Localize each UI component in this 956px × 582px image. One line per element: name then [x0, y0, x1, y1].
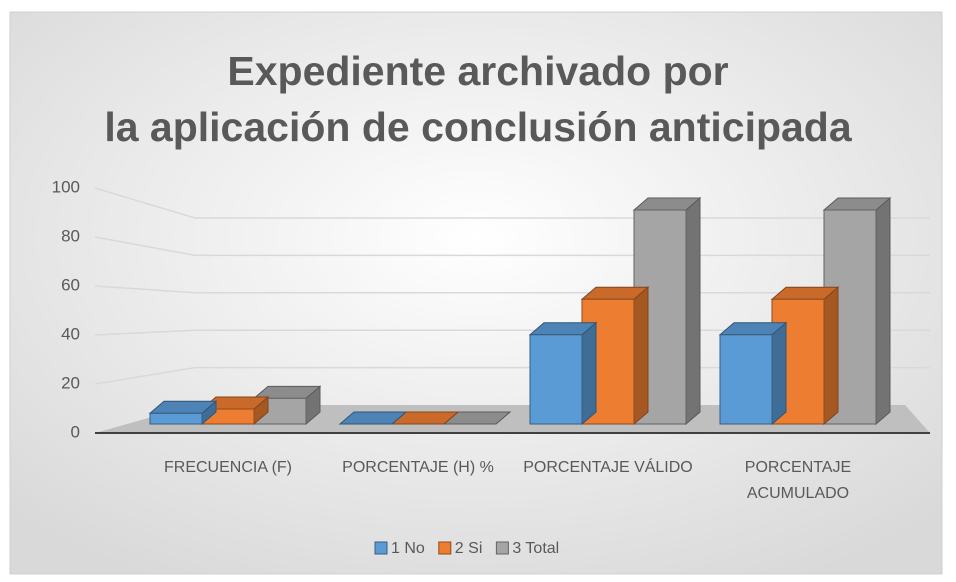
x-tick-label: PORCENTAJE VÁLIDO: [523, 457, 693, 476]
x-tick-label: PORCENTAJE (H) %: [342, 459, 494, 476]
bar-side: [771, 321, 787, 426]
legend-label: 1 No: [391, 540, 425, 557]
bar-side: [875, 196, 891, 426]
y-tick-label: 60: [61, 275, 80, 294]
bar: [338, 411, 408, 425]
legend-label: 2 Si: [455, 540, 483, 557]
y-tick-label: 100: [52, 177, 80, 196]
y-tick-label: 20: [61, 373, 80, 392]
legend-swatch: [495, 541, 509, 555]
bar-front: [529, 334, 583, 425]
x-tick-label: FRECUENCIA (F): [164, 459, 292, 476]
y-tick-label: 80: [61, 226, 80, 245]
bar-top: [338, 411, 408, 425]
bar-side: [823, 286, 839, 426]
legend-swatch: [374, 541, 388, 555]
y-tick-label: 40: [61, 324, 80, 343]
bar-side: [633, 286, 649, 426]
y-tick-label: 0: [71, 422, 80, 441]
legend-swatch: [438, 541, 452, 555]
legend-label: 3 Total: [512, 540, 559, 557]
bar-front: [149, 412, 203, 425]
bar: [718, 321, 788, 426]
bar: [252, 385, 322, 426]
bar: [148, 400, 218, 426]
bar-front: [719, 334, 773, 425]
bar-side: [685, 196, 701, 426]
chart-title: Expediente archivado por la aplicación de…: [104, 48, 853, 150]
x-tick-label: PORCENTAJE ACUMULADO: [745, 459, 851, 502]
bar-side: [581, 321, 597, 426]
bar: [528, 321, 598, 426]
